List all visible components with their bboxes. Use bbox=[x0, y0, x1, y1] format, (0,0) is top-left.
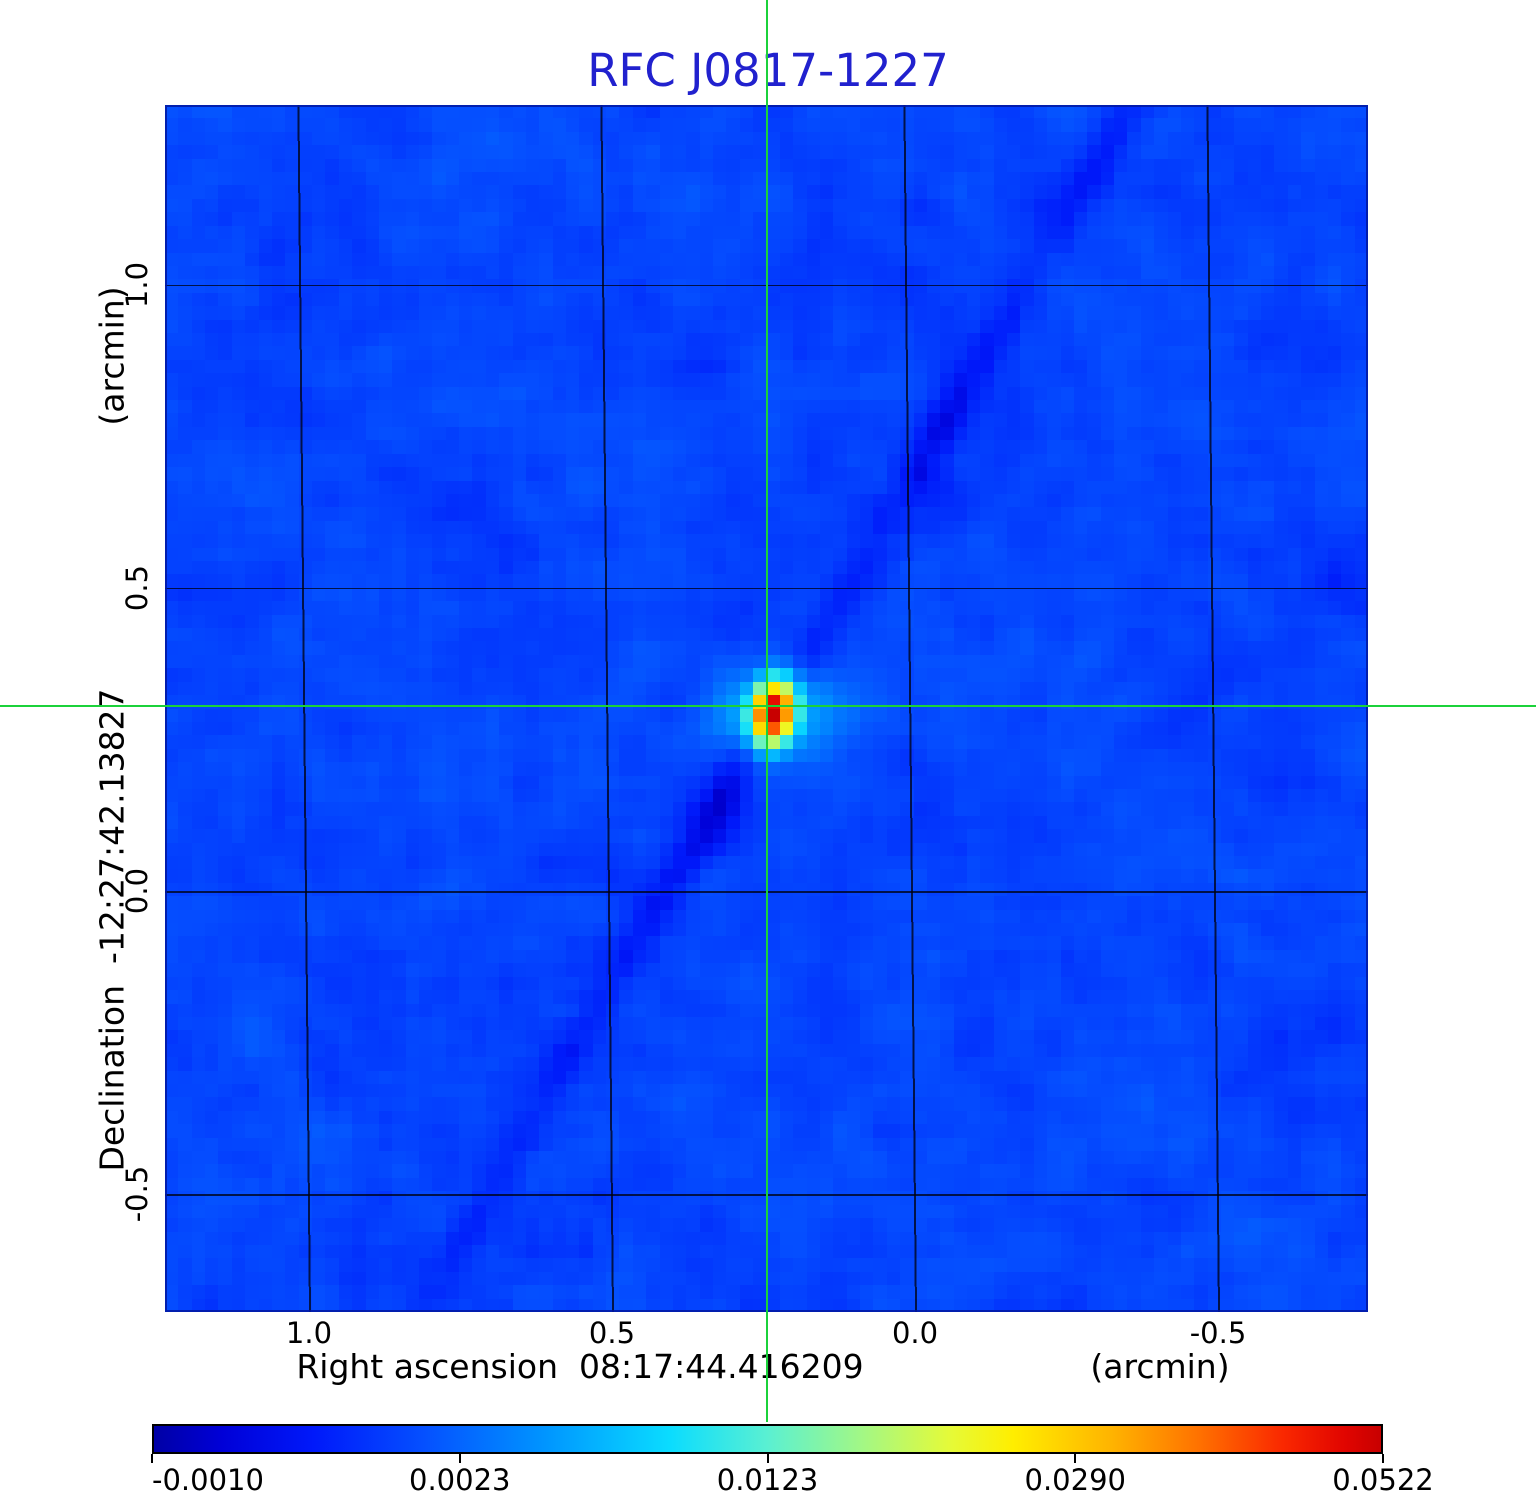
colorbar-tick-label: 0.0522 bbox=[1332, 1463, 1434, 1497]
y-tick-label: 0.5 bbox=[120, 564, 154, 612]
colorbar-tick-label: 0.0123 bbox=[716, 1463, 819, 1497]
colorbar-tick bbox=[458, 1454, 461, 1463]
colorbar-tick-label: 0.0290 bbox=[1024, 1463, 1126, 1497]
y-tick-label: 1.0 bbox=[120, 261, 154, 309]
x-tick-label: -0.5 bbox=[1189, 1316, 1247, 1350]
x-tick-label: 0.5 bbox=[588, 1316, 636, 1350]
crosshair-vertical-line bbox=[766, 0, 769, 1422]
colorbar-tick bbox=[1074, 1454, 1077, 1463]
x-axis-unit-label: (arcmin) bbox=[1090, 1347, 1230, 1386]
colorbar-tick-label: -0.0010 bbox=[152, 1463, 264, 1497]
colorbar-gradient bbox=[152, 1424, 1383, 1454]
chart-title: RFC J0817-1227 bbox=[587, 44, 949, 97]
y-axis-label: Declination -12:27:42.13827 bbox=[92, 688, 132, 1172]
crosshair-horizontal-line bbox=[0, 705, 1536, 708]
x-tick-label: 0.0 bbox=[891, 1316, 939, 1350]
colorbar-tick-label: 0.0023 bbox=[409, 1463, 511, 1497]
x-axis-label: Right ascension 08:17:44.416209 bbox=[296, 1347, 864, 1386]
y-tick-label: 0.0 bbox=[120, 867, 154, 915]
x-tick-label: 1.0 bbox=[285, 1316, 333, 1350]
colorbar-tick bbox=[151, 1454, 153, 1463]
y-tick-label: -0.5 bbox=[120, 1165, 154, 1223]
colorbar-tick bbox=[1382, 1454, 1384, 1463]
colorbar-tick bbox=[766, 1454, 769, 1463]
